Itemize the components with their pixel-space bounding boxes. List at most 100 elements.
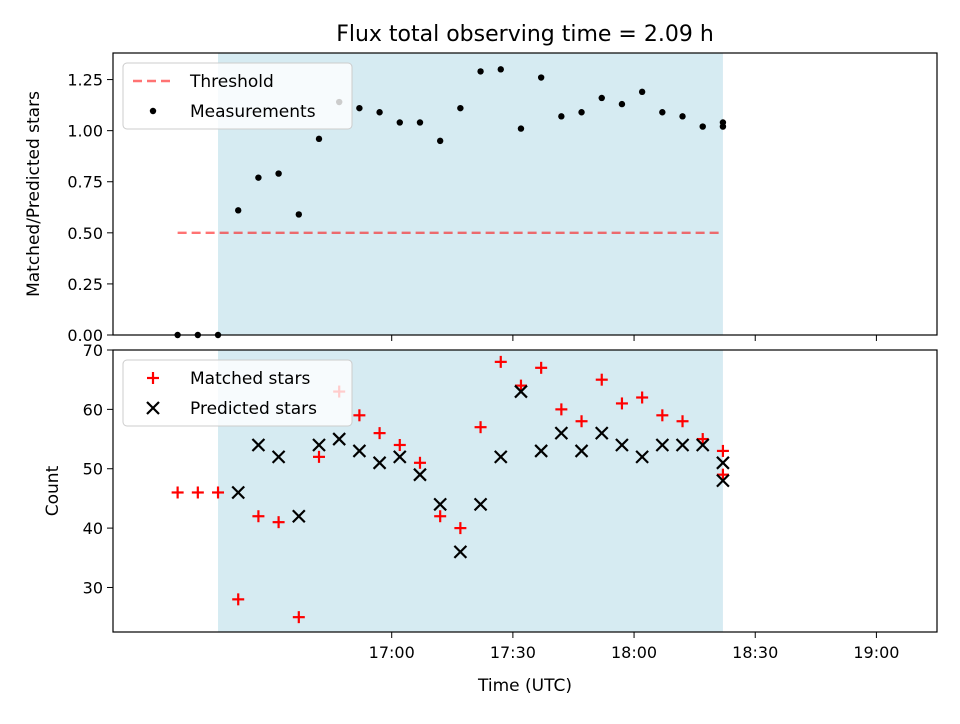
legend-label: Measurements — [190, 102, 316, 122]
matched-star-point — [514, 379, 527, 392]
cross-b — [413, 467, 427, 482]
measurement-point — [255, 174, 262, 181]
predicted-star-point — [574, 444, 589, 458]
axes-frame — [112, 52, 938, 336]
predicted-star-point — [372, 456, 387, 470]
plot-area — [174, 66, 727, 339]
cross-b — [372, 456, 387, 470]
y-tick-label: 30 — [83, 578, 103, 597]
predicted-star-point — [493, 450, 508, 464]
cross-b — [292, 509, 306, 524]
predicted-star-point — [534, 444, 548, 458]
predicted-star-point — [716, 456, 730, 470]
cross-b — [493, 450, 508, 464]
cross-b — [695, 438, 710, 452]
measurement-point — [638, 88, 646, 96]
measurement-point — [719, 123, 727, 130]
cross-b — [554, 426, 569, 440]
measurement-point — [436, 137, 444, 145]
predicted-star-point — [251, 438, 266, 452]
predicted-star-point — [695, 438, 710, 452]
matched-star-point — [171, 486, 184, 499]
measurement-point — [578, 109, 585, 116]
predicted-star-point — [635, 450, 649, 464]
measurement-point — [235, 207, 242, 214]
cross-b — [271, 450, 286, 464]
legend-label: Threshold — [189, 72, 274, 92]
cross-b — [594, 426, 609, 440]
measurement-point — [679, 113, 686, 120]
cross-b — [433, 497, 447, 512]
matched-star-point — [292, 611, 305, 624]
top-panel: 0.00 0.25 0.50 0.75 1.00 1.25 Matched/Predicte… — [24, 52, 938, 345]
measurement-point — [356, 104, 363, 112]
cross-b — [716, 456, 730, 470]
x-tick-label: 18:00 — [611, 643, 657, 662]
predicted-star-point — [393, 450, 407, 464]
matched-star-point — [313, 450, 325, 463]
measurement-point — [396, 119, 403, 126]
legend-label: Predicted stars — [190, 399, 317, 419]
x-tick-label: 17:30 — [490, 643, 536, 662]
cross-b — [251, 438, 266, 452]
matched-star-point — [595, 373, 608, 386]
legend-measurement-marker — [149, 107, 157, 115]
legend-box — [122, 62, 353, 130]
matched-star-point — [636, 391, 649, 404]
measurement-point — [376, 109, 383, 116]
matched-star-point — [555, 403, 568, 416]
matched-star-point — [272, 516, 285, 529]
matched-star-point — [575, 415, 588, 428]
y-tick-label: 1.00 — [67, 122, 103, 141]
cross-b — [574, 444, 589, 458]
matched-star-point — [252, 510, 265, 523]
legend-predicted-marker — [146, 401, 160, 415]
matched-star-point — [373, 427, 386, 440]
cross-b — [615, 438, 629, 452]
predicted-star-point — [554, 426, 569, 440]
predicted-star-point — [332, 432, 346, 446]
cross-b — [716, 473, 730, 488]
x-tick-label: 19:00 — [853, 643, 899, 662]
matched-star-point — [615, 397, 628, 410]
predicted-star-point — [453, 545, 468, 559]
predicted-star-point — [312, 438, 326, 452]
cross-b — [146, 401, 160, 415]
y-tick-label: 0.25 — [67, 275, 103, 294]
y-tick-label: 1.25 — [67, 71, 103, 90]
predicted-star-point — [675, 438, 690, 452]
cross-b — [473, 497, 488, 512]
predicted-star-point — [716, 473, 730, 488]
predicted-star-point — [655, 438, 670, 452]
matched-star-point — [494, 355, 507, 368]
cross-b — [635, 450, 649, 464]
y-tick-label: 50 — [83, 460, 103, 479]
measurement-point — [537, 74, 545, 81]
matched-star-point — [232, 593, 245, 606]
measurement-point — [558, 113, 565, 120]
cross-b — [514, 384, 528, 399]
bottom-panel: 30 40 50 60 70 17:00 17:30 18:00 18:30 19:00 Count… — [43, 341, 938, 662]
matched-star-point — [716, 468, 729, 481]
y-tick-label: 70 — [83, 341, 103, 360]
predicted-star-point — [271, 450, 286, 464]
measurement-point — [315, 135, 323, 143]
cross-b — [332, 432, 346, 446]
matched-star-point — [676, 415, 689, 428]
measurement-point — [618, 100, 626, 108]
legend: Matched stars Predicted stars — [122, 359, 353, 427]
cross-b — [231, 485, 245, 500]
cross-b — [312, 438, 326, 452]
measurement-point — [457, 104, 464, 112]
y-tick-label: 40 — [83, 519, 103, 538]
measurement-point — [699, 123, 706, 130]
measurement-point — [517, 125, 525, 132]
predicted-star-point — [231, 485, 245, 500]
x-tick-label: 18:30 — [732, 643, 778, 662]
measurement-point — [598, 94, 605, 102]
matched-star-point — [353, 409, 366, 422]
cross-b — [453, 545, 468, 559]
matched-star-point — [191, 486, 204, 499]
predicted-star-point — [594, 426, 609, 440]
